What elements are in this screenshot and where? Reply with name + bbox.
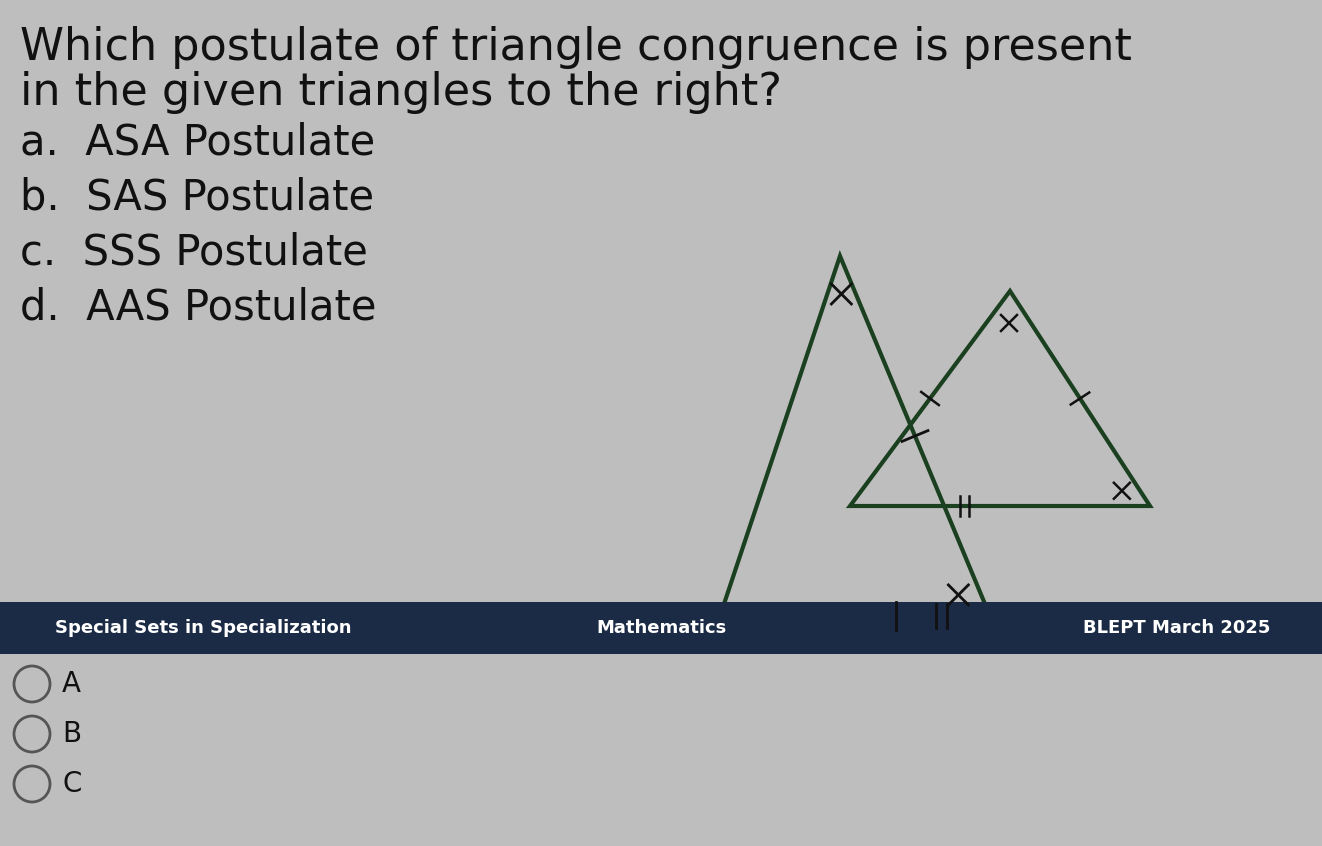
Text: BLEPT March 2025: BLEPT March 2025 xyxy=(1083,619,1270,637)
Text: Mathematics: Mathematics xyxy=(596,619,726,637)
Text: a.  ASA Postulate: a. ASA Postulate xyxy=(20,121,375,163)
Bar xyxy=(0,602,1322,654)
Text: c.  SSS Postulate: c. SSS Postulate xyxy=(20,231,368,273)
Text: C: C xyxy=(62,770,82,798)
Text: b.  SAS Postulate: b. SAS Postulate xyxy=(20,176,374,218)
Text: Special Sets in Specialization: Special Sets in Specialization xyxy=(56,619,352,637)
Text: B: B xyxy=(62,720,81,748)
Text: in the given triangles to the right?: in the given triangles to the right? xyxy=(20,71,783,114)
Text: d.  AAS Postulate: d. AAS Postulate xyxy=(20,286,377,328)
Text: Which postulate of triangle congruence is present: Which postulate of triangle congruence i… xyxy=(20,26,1132,69)
Text: A: A xyxy=(62,670,81,698)
